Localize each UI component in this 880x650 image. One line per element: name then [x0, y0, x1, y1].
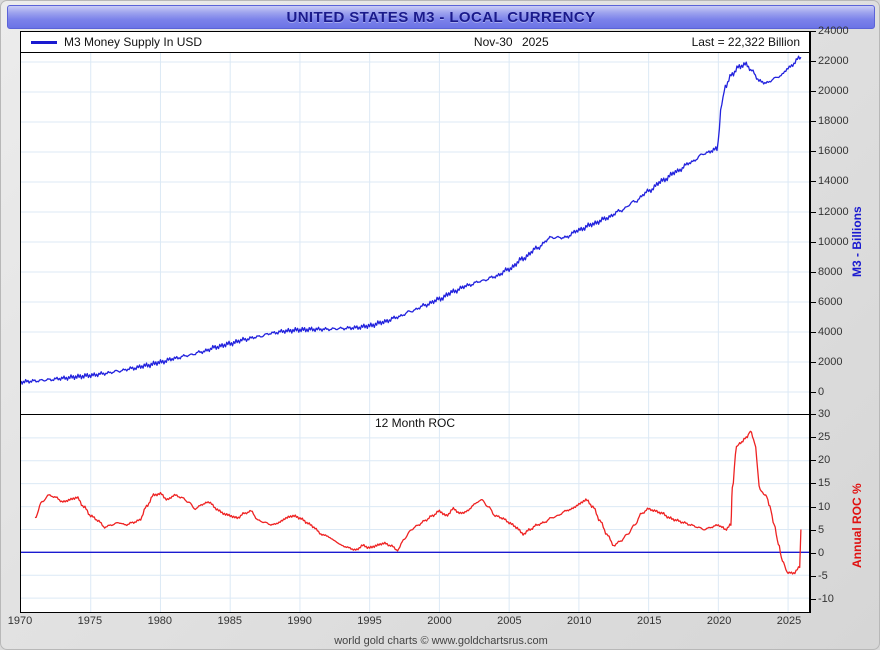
y-tick-label: 14000: [818, 175, 849, 188]
legend-date-year: 2025: [521, 35, 549, 49]
m3-level-plot: [21, 32, 809, 414]
x-tick-label: 2005: [497, 615, 522, 627]
y-tick-mark: [811, 460, 816, 462]
y-tick-label: 10000: [818, 235, 849, 248]
y-tick-mark: [811, 181, 816, 183]
y-tick-mark: [811, 361, 816, 363]
x-tick-label: 1985: [217, 615, 242, 627]
y-tick-label: 8000: [818, 265, 843, 278]
y-tick-mark: [811, 575, 816, 577]
x-tick-label: 1970: [7, 615, 33, 627]
bottom-y-axis-title: Annual ROC %: [850, 483, 864, 569]
chart-legend: M3 Money Supply In USD Nov-30 2025 Last …: [20, 31, 810, 53]
y-tick-label: 0: [818, 386, 825, 398]
y-tick-label: -10: [818, 593, 834, 605]
legend-date: Nov-30 2025: [331, 35, 692, 49]
y-tick-mark: [811, 61, 816, 63]
bottom-axis-line: [810, 414, 811, 613]
y-tick-mark: [811, 301, 816, 303]
y-tick-mark: [811, 506, 816, 508]
y-tick-mark: [811, 392, 816, 393]
y-tick-label: 12000: [818, 205, 849, 218]
x-tick-label: 2020: [706, 615, 732, 627]
x-tick-label: 1980: [147, 615, 173, 627]
y-tick-mark: [811, 31, 816, 32]
x-tick-label: 1975: [77, 615, 103, 627]
y-tick-label: 10: [818, 500, 831, 513]
y-tick-mark: [811, 552, 816, 554]
x-tick-label: 1990: [287, 615, 312, 627]
y-tick-mark: [811, 437, 816, 439]
roc-plot: [21, 415, 809, 612]
y-tick-label: -5: [818, 569, 828, 582]
y-tick-mark: [811, 483, 816, 485]
roc-panel: [20, 414, 810, 613]
x-tick-label: 2000: [427, 615, 452, 627]
legend-series-label: M3 Money Supply In USD: [64, 35, 203, 49]
x-tick-label: 2025: [776, 615, 802, 627]
y-tick-mark: [811, 241, 816, 243]
top-y-axis: 0 2000 4000 6000 8000 10000 12000 14000 16000 180…: [811, 25, 863, 414]
x-tick-label: 2015: [636, 615, 662, 627]
y-tick-mark: [811, 151, 816, 153]
y-tick-label: 16000: [818, 145, 849, 158]
y-tick-label: 24000: [818, 25, 849, 37]
m3-level-panel: [20, 31, 810, 414]
legend-date-month: Nov-30: [473, 35, 513, 49]
bottom-y-axis: -10 -5 0 5 10 15 20 25 30: [811, 408, 863, 613]
chart-plot-area: M3 Money Supply In USD Nov-30 2025 Last …: [20, 31, 810, 613]
y-tick-label: 2000: [818, 355, 843, 368]
window-titlebar: UNITED STATES M3 - LOCAL CURRENCY: [7, 5, 875, 29]
top-y-axis-title: M3 - Billions: [850, 206, 864, 278]
y-tick-mark: [811, 271, 816, 273]
legend-series-entry: M3 Money Supply In USD: [21, 35, 331, 49]
y-tick-mark: [811, 91, 816, 93]
x-axis: 1970 1975 1980 1985 1990 1995 2000 2005 2010 2015…: [8, 615, 810, 631]
y-tick-mark: [811, 211, 816, 213]
y-tick-label: 0: [818, 546, 825, 559]
y-tick-label: 30: [818, 408, 831, 420]
y-tick-label: 20: [818, 454, 831, 467]
x-tick-label: 2010: [567, 615, 592, 627]
y-tick-mark: [811, 529, 816, 531]
y-tick-label: 20000: [818, 85, 849, 98]
y-tick-mark: [811, 331, 816, 333]
y-tick-mark: [811, 599, 816, 600]
page-title: UNITED STATES M3 - LOCAL CURRENCY: [286, 8, 596, 26]
y-tick-label: 22000: [818, 55, 849, 68]
y-tick-mark: [811, 414, 816, 415]
y-tick-mark: [811, 121, 816, 123]
top-axis-line: [810, 31, 811, 414]
legend-line-swatch-icon: [31, 40, 57, 44]
y-tick-label: 25: [818, 431, 831, 444]
x-tick-label: 1995: [357, 615, 382, 627]
y-tick-label: 18000: [818, 115, 849, 128]
y-tick-label: 6000: [818, 295, 843, 308]
y-tick-label: 15: [818, 477, 831, 490]
chart-footer-credit: world gold charts © www.goldchartsrus.co…: [334, 635, 548, 647]
y-tick-label: 4000: [818, 325, 843, 338]
roc-panel-label: 12 Month ROC: [374, 416, 456, 430]
legend-last-value: Last = 22,322 Billion: [691, 35, 800, 49]
y-tick-label: 5: [818, 523, 825, 536]
